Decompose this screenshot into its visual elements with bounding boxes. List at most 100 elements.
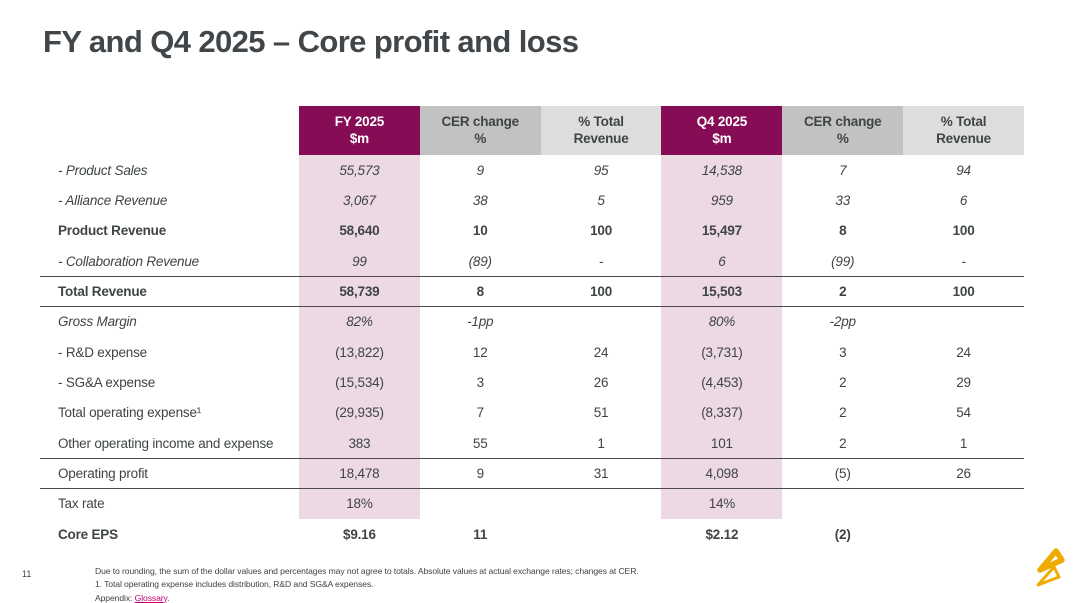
table-row: Other operating income and expense 383 5… [40, 427, 1024, 459]
row-label: - Collaboration Revenue [58, 253, 199, 269]
header-fy-cer-change: CER change % [419, 106, 541, 155]
row-label: Total Revenue [58, 283, 147, 299]
cell-q4-value: 14% [661, 488, 783, 519]
cell-fy-cer: 55 [472, 435, 488, 451]
cell-q4-cer: 33 [835, 192, 851, 208]
header-fy-2025: FY 2025 $m [299, 106, 420, 155]
cell-q4-cer [782, 489, 903, 519]
cell-q4-cer: 2 [839, 435, 847, 451]
cell-fy-cer: 8 [476, 283, 485, 299]
row-label: - SG&A expense [58, 374, 156, 390]
cell-q4-pct-revenue: - [961, 253, 966, 269]
cell-fy-value: 383 [299, 427, 420, 459]
cell-fy-pct-revenue: 51 [593, 405, 609, 421]
table-row: Operating profit 18,478 9 31 4,098 (5) 2… [40, 458, 1024, 489]
cell-q4-cer: 2 [839, 283, 847, 299]
cell-q4-pct-revenue [903, 519, 1024, 549]
cell-fy-pct-revenue [541, 489, 662, 519]
cell-fy-value: 82% [299, 306, 420, 337]
cell-fy-cer: 11 [473, 526, 488, 542]
cell-q4-value: 15,503 [661, 277, 783, 306]
cell-fy-value: 18,478 [299, 459, 420, 488]
cell-fy-pct-revenue: 100 [590, 283, 613, 299]
cell-fy-value: 3,067 [299, 185, 420, 216]
table-row: Gross Margin 82% -1pp 80% -2pp [40, 306, 1024, 337]
glossary-link[interactable]: Glossary [134, 592, 168, 603]
cell-q4-cer: (5) [834, 465, 851, 481]
cell-q4-value: 6 [661, 245, 783, 277]
table-header-row: FY 2025 $m CER change % % Total Revenue … [40, 106, 1024, 155]
cell-q4-cer: 3 [839, 344, 847, 360]
cell-fy-pct-revenue: 1 [597, 435, 605, 451]
row-label: - R&D expense [58, 344, 147, 360]
cell-fy-value: 99 [299, 245, 420, 277]
header-q4-cer-change: CER change % [782, 106, 904, 155]
table-row: - R&D expense (13,822) 12 24 (3,731) 3 2… [40, 336, 1024, 368]
cell-q4-pct-revenue: 29 [956, 374, 971, 390]
table-row: Total operating expense¹ (29,935) 7 51 (… [40, 397, 1024, 428]
cell-q4-pct-revenue: 100 [952, 283, 975, 299]
row-label: Total operating expense¹ [58, 405, 202, 421]
cell-fy-cer: 7 [476, 405, 485, 421]
cell-fy-pct-revenue: 24 [593, 344, 609, 360]
cell-fy-pct-revenue: 5 [597, 192, 605, 208]
cell-q4-value: 4,098 [661, 459, 783, 488]
footnote-appendix: Appendix: Glossary. [95, 592, 639, 603]
appendix-prefix: Appendix: [95, 592, 135, 603]
header-q4-2025: Q4 2025 $m [661, 106, 783, 155]
cell-q4-value: 15,497 [661, 215, 783, 246]
cell-q4-value: $2.12 [705, 526, 739, 542]
cell-fy-pct-revenue: 100 [590, 223, 613, 239]
cell-q4-cer: (99) [831, 253, 855, 269]
cell-fy-cer: 38 [472, 192, 488, 208]
table-row: - Alliance Revenue 3,067 38 5 959 33 6 [40, 185, 1024, 216]
footnotes: Due to rounding, the sum of the dollar v… [95, 565, 639, 603]
row-label: Other operating income and expense [58, 435, 274, 451]
cell-q4-pct-revenue: 94 [956, 162, 971, 178]
cell-fy-cer: 9 [476, 465, 485, 481]
footnote-rounding: Due to rounding, the sum of the dollar v… [95, 566, 639, 576]
cell-fy-value: 18% [299, 488, 420, 519]
profit-loss-table: FY 2025 $m CER change % % Total Revenue … [40, 106, 1024, 549]
cell-q4-cer: -2pp [829, 314, 856, 330]
cell-q4-pct-revenue: 26 [956, 465, 971, 481]
cell-fy-value: 58,739 [299, 277, 420, 306]
table-row: - Collaboration Revenue 99 (89) - 6 (99)… [40, 245, 1024, 277]
page-number: 11 [22, 569, 32, 579]
header-q4-total-revenue: % Total Revenue [903, 106, 1024, 155]
cell-fy-value: 58,640 [299, 215, 420, 246]
cell-fy-pct-revenue: 31 [593, 465, 609, 481]
cell-fy-pct-revenue: - [598, 253, 604, 269]
row-label: Gross Margin [58, 314, 137, 330]
table-row: Total Revenue 58,739 8 100 15,503 2 100 [40, 276, 1024, 307]
slide-title: FY and Q4 2025 – Core profit and loss [43, 24, 579, 59]
table-row: Tax rate 18% 14% [40, 488, 1024, 519]
cell-fy-value: 55,573 [299, 155, 420, 186]
table-row: Core EPS $9.16 11 $2.12 (2) [40, 519, 1024, 549]
cell-q4-cer: 7 [839, 162, 847, 178]
cell-fy-cer [420, 489, 541, 519]
cell-q4-value: (4,453) [661, 367, 783, 398]
cell-fy-pct-revenue [541, 519, 662, 549]
cell-fy-pct-revenue: 26 [593, 374, 609, 390]
cell-fy-cer: 9 [476, 162, 485, 178]
row-label: Product Revenue [58, 223, 167, 239]
row-label: - Product Sales [58, 162, 148, 178]
cell-q4-cer: (2) [834, 526, 851, 542]
cell-fy-value: (15,534) [299, 367, 420, 398]
cell-q4-pct-revenue: 24 [956, 344, 971, 360]
row-label: Tax rate [58, 496, 105, 512]
cell-fy-cer: (89) [468, 253, 492, 269]
cell-fy-cer: 10 [472, 223, 488, 239]
cell-q4-value: 80% [661, 306, 783, 337]
cell-fy-value: (13,822) [299, 336, 420, 368]
cell-q4-pct-revenue: 100 [952, 223, 975, 239]
table-body: - Product Sales 55,573 9 95 14,538 7 94 … [40, 155, 1024, 549]
table-row: - SG&A expense (15,534) 3 26 (4,453) 2 2… [40, 367, 1024, 398]
row-label: Operating profit [58, 465, 148, 481]
cell-q4-value: 14,538 [661, 155, 783, 186]
cell-q4-value: 101 [661, 427, 783, 459]
appendix-suffix: . [167, 592, 170, 603]
cell-q4-pct-revenue: 6 [959, 192, 968, 208]
